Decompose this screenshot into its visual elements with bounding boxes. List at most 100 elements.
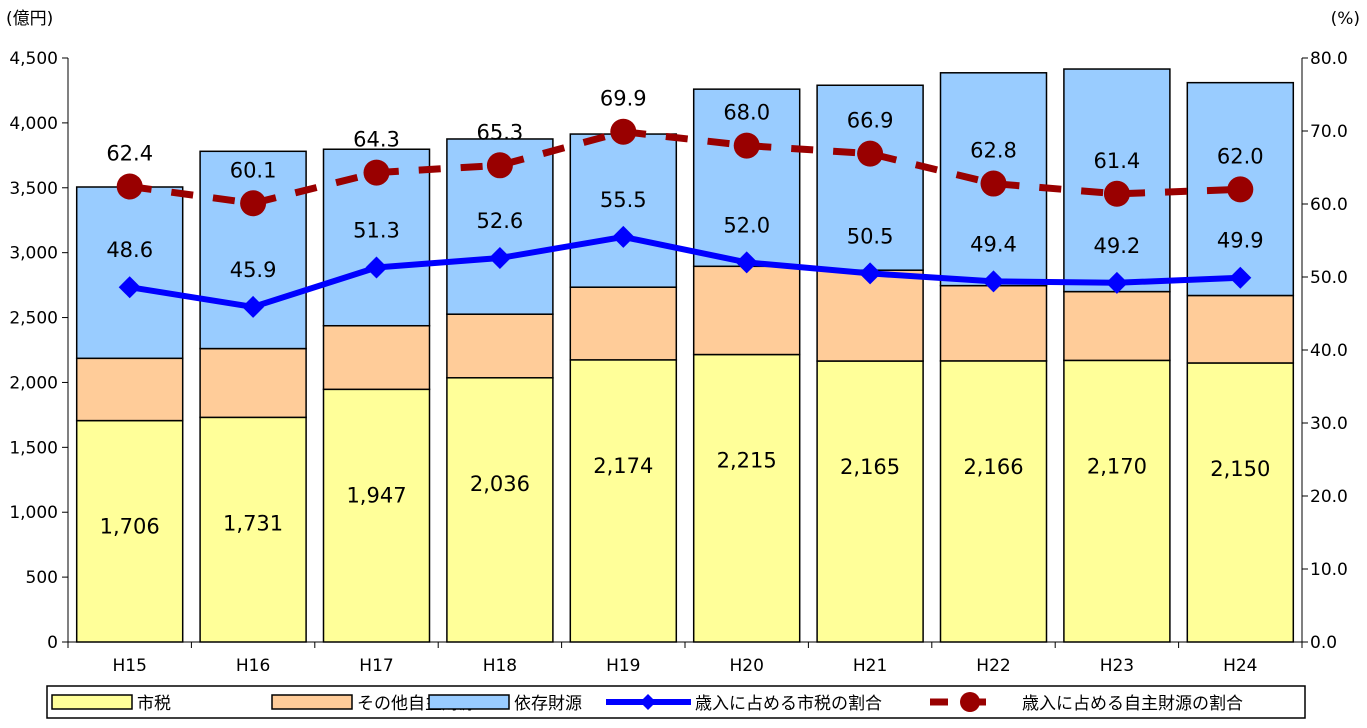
- own-revenue-ratio-label: 62.8: [970, 139, 1017, 163]
- bar-segment-shizei: [941, 361, 1047, 642]
- shizei-ratio-label: 49.9: [1217, 229, 1264, 253]
- legend-label: 市税: [137, 694, 171, 714]
- bar-data-label: 2,166: [963, 455, 1023, 479]
- bar-data-label: 1,947: [346, 483, 406, 507]
- own-revenue-ratio-point: [857, 141, 883, 167]
- x-tick-label: H21: [853, 656, 887, 676]
- bar-data-label: 2,170: [1087, 454, 1147, 478]
- bar-data-label: 2,036: [470, 472, 530, 496]
- y-right-tick-label: 40.0: [1310, 341, 1348, 361]
- bar-segment-other-own: [200, 349, 306, 418]
- y-right-tick-label: 30.0: [1310, 414, 1348, 434]
- legend-label: 歳入に占める自主財源の割合: [1022, 694, 1243, 714]
- x-tick-label: H22: [976, 656, 1010, 676]
- x-tick-label: H15: [112, 656, 146, 676]
- bar-data-label: 2,150: [1210, 457, 1270, 481]
- own-revenue-ratio-point: [487, 152, 513, 178]
- bar-segment-other-own: [570, 287, 676, 360]
- bar-segment-shizei: [570, 360, 676, 642]
- bar-segment-other-own: [447, 314, 553, 378]
- y-right-tick-label: 0.0: [1310, 633, 1337, 653]
- own-revenue-ratio-point: [240, 190, 266, 216]
- own-revenue-ratio-label: 61.4: [1094, 149, 1141, 173]
- legend-swatch-marker: [960, 692, 980, 712]
- x-tick-label: H19: [606, 656, 640, 676]
- legend-label: 依存財源: [514, 694, 582, 714]
- own-revenue-ratio-label: 62.4: [106, 141, 153, 165]
- bar-segment-other-own: [77, 358, 183, 420]
- bar-segment-dependent: [1064, 69, 1170, 292]
- own-revenue-ratio-point: [1104, 181, 1130, 207]
- own-revenue-ratio-label: 64.3: [353, 128, 400, 152]
- bar-segment-shizei: [817, 361, 923, 642]
- bar-data-label: 2,165: [840, 455, 900, 479]
- bar-segment-shizei: [694, 355, 800, 642]
- x-tick-label: H23: [1100, 656, 1134, 676]
- y-right-tick-label: 80.0: [1310, 49, 1348, 69]
- own-revenue-ratio-point: [117, 173, 143, 199]
- own-revenue-ratio-label: 65.3: [477, 120, 524, 144]
- own-revenue-ratio-label: 60.1: [230, 158, 277, 182]
- shizei-ratio-label: 55.5: [600, 188, 647, 212]
- legend-label: 歳入に占める市税の割合: [695, 694, 882, 714]
- bar-segment-other-own: [941, 286, 1047, 361]
- own-revenue-ratio-label: 69.9: [600, 87, 647, 111]
- own-revenue-ratio-point: [610, 119, 636, 145]
- y-left-tick-label: 500: [26, 568, 58, 588]
- y-left-tick-label: 4,500: [9, 49, 58, 69]
- bar-segment-other-own: [694, 266, 800, 354]
- y-right-tick-label: 60.0: [1310, 195, 1348, 215]
- x-tick-label: H18: [483, 656, 517, 676]
- legend-swatch: [52, 695, 132, 709]
- legend-swatch: [429, 695, 509, 709]
- bar-data-label: 1,731: [223, 511, 283, 535]
- y-right-tick-label: 10.0: [1310, 560, 1348, 580]
- shizei-ratio-label: 50.5: [847, 224, 894, 248]
- shizei-ratio-label: 52.6: [477, 209, 524, 233]
- x-tick-label: H20: [729, 656, 763, 676]
- x-tick-label: H17: [359, 656, 393, 676]
- y-left-tick-label: 2,000: [9, 373, 58, 393]
- y-left-tick-label: 1,500: [9, 438, 58, 458]
- bar-segment-other-own: [324, 326, 430, 390]
- bar-data-label: 1,706: [100, 515, 160, 539]
- shizei-ratio-label: 49.4: [970, 232, 1017, 256]
- y-left-tick-label: 1,000: [9, 503, 58, 523]
- shizei-ratio-label: 48.6: [106, 238, 153, 262]
- own-revenue-ratio-point: [364, 160, 390, 186]
- own-revenue-ratio-point: [1227, 176, 1253, 202]
- legend-swatch: [272, 695, 352, 709]
- y-left-tick-label: 0: [47, 633, 58, 653]
- y-left-tick-label: 2,500: [9, 309, 58, 329]
- own-revenue-ratio-point: [981, 171, 1007, 197]
- bar-segment-shizei: [447, 378, 553, 642]
- y-left-unit-label: (億円): [6, 9, 53, 29]
- legend-group: 市税 その他自主財源 依存財源 歳入に占める市税の割合 歳入に占める自主財源の割合: [47, 686, 1305, 718]
- x-tick-label: H24: [1223, 656, 1257, 676]
- y-left-tick-label: 3,500: [9, 179, 58, 199]
- bar-data-label: 2,174: [593, 454, 653, 478]
- y-right-unit-label: (%): [1331, 9, 1360, 29]
- bar-segment-other-own: [1064, 292, 1170, 361]
- own-revenue-ratio-point: [734, 133, 760, 159]
- x-tick-label: H16: [236, 656, 270, 676]
- own-revenue-ratio-label: 66.9: [847, 109, 894, 133]
- y-left-tick-label: 3,000: [9, 244, 58, 264]
- own-revenue-ratio-label: 68.0: [723, 101, 770, 125]
- bar-segment-shizei: [1187, 363, 1293, 642]
- bar-segment-shizei: [1064, 360, 1170, 642]
- y-right-tick-label: 20.0: [1310, 487, 1348, 507]
- bar-segment-other-own: [1187, 295, 1293, 362]
- shizei-ratio-label: 51.3: [353, 219, 400, 243]
- bar-segment-shizei: [324, 389, 430, 642]
- y-right-tick-label: 50.0: [1310, 268, 1348, 288]
- shizei-ratio-label: 45.9: [230, 258, 277, 282]
- shizei-ratio-label: 49.2: [1094, 234, 1141, 258]
- own-revenue-ratio-label: 62.0: [1217, 144, 1264, 168]
- y-right-tick-label: 70.0: [1310, 122, 1348, 142]
- shizei-ratio-label: 52.0: [723, 213, 770, 237]
- bar-segment-dependent: [77, 187, 183, 358]
- y-left-tick-label: 4,000: [9, 114, 58, 134]
